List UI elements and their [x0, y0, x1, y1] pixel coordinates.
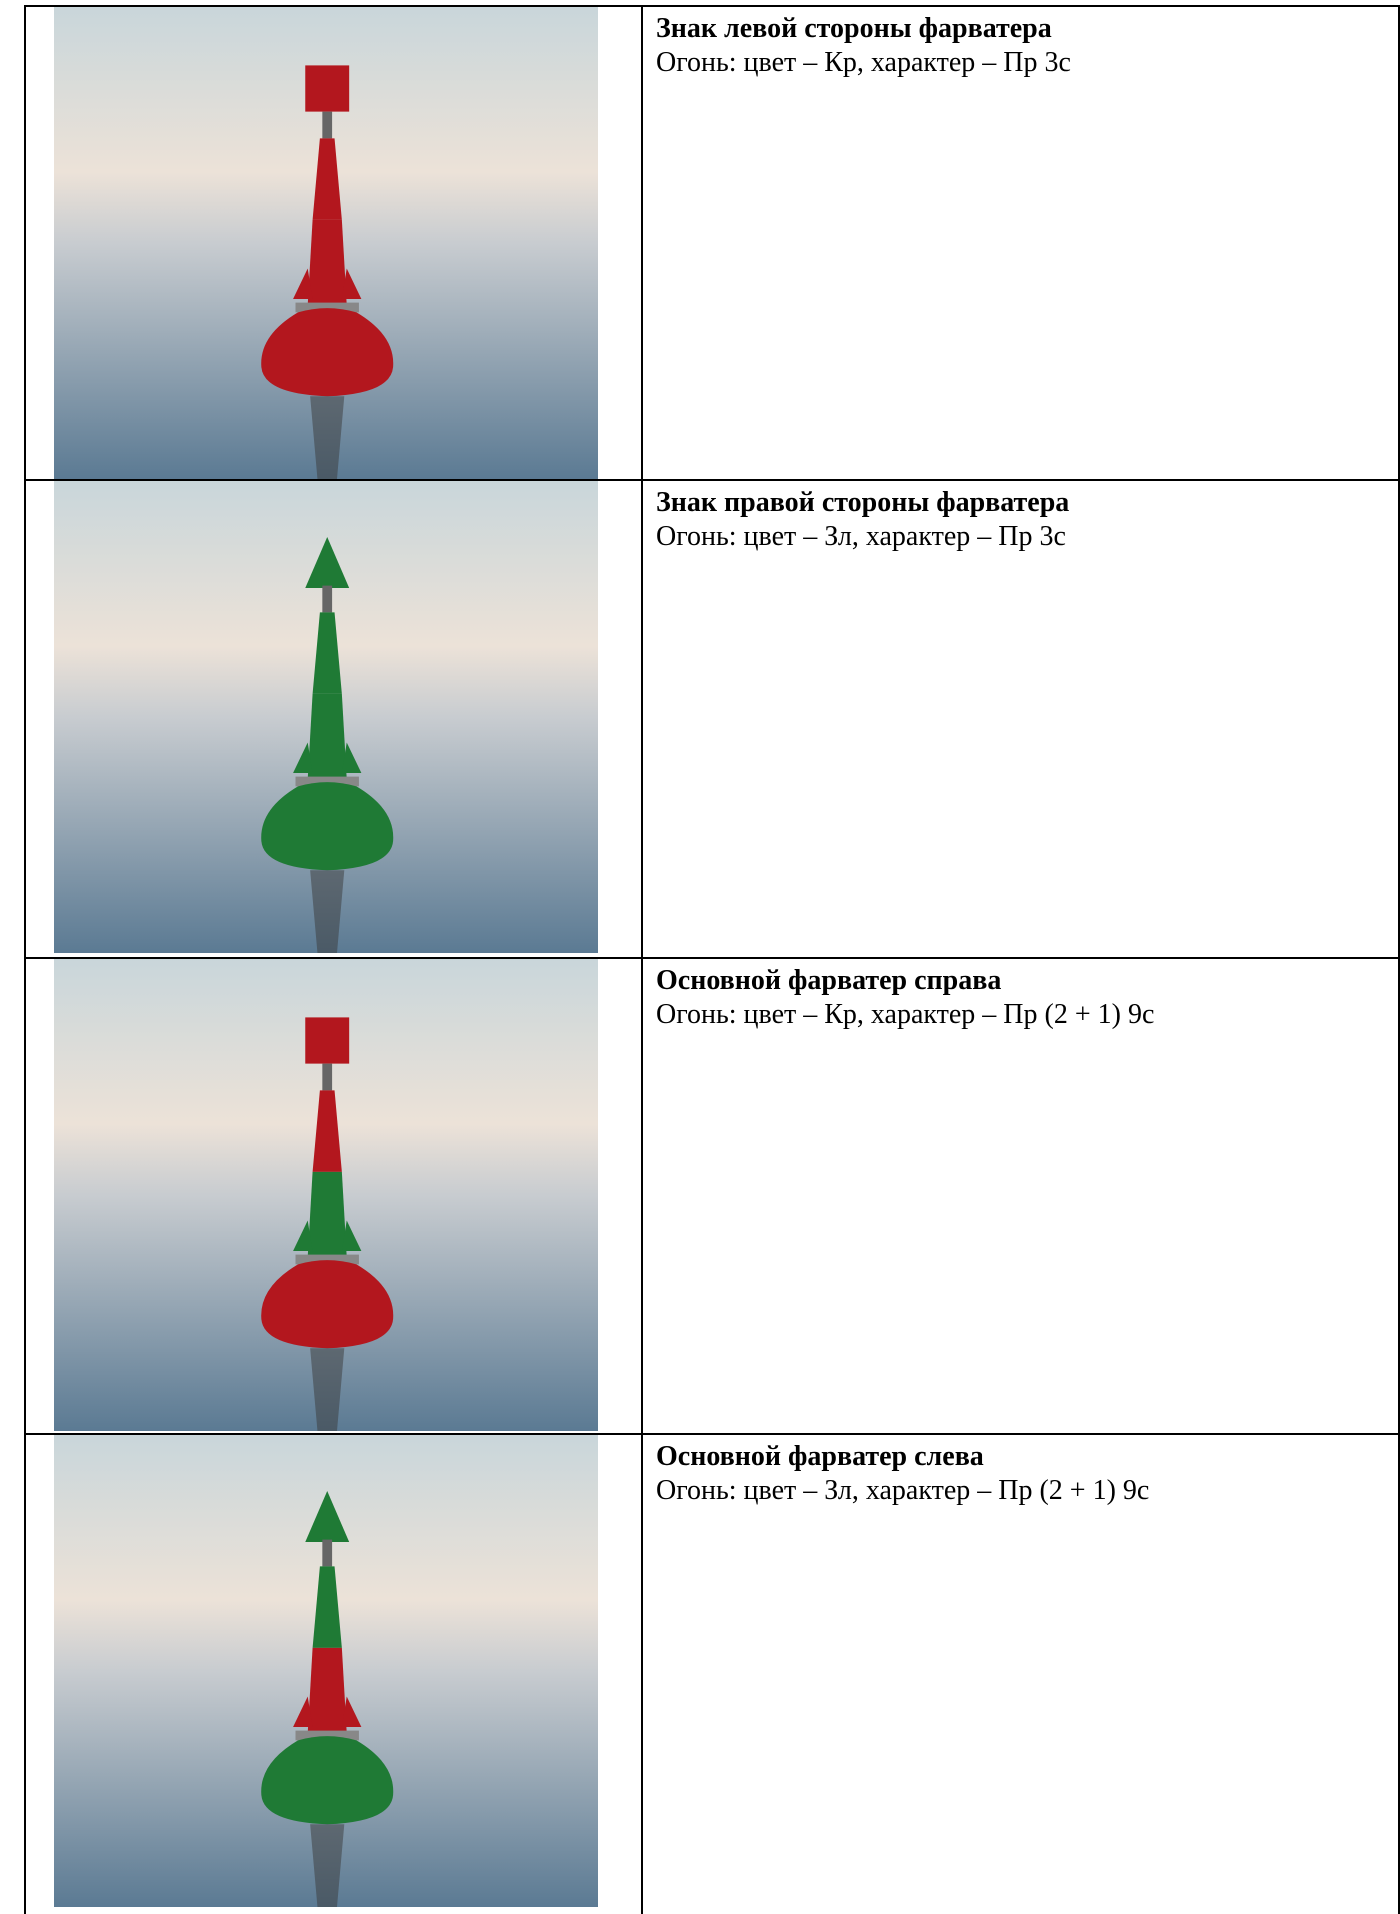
light-description: Огонь: цвет – Зл, характер – Пр 3с — [656, 521, 1066, 552]
table-border — [24, 479, 1400, 481]
buoy-image — [54, 1435, 598, 1907]
cell-text: Основной фарватер слева Огонь: цвет – Зл… — [656, 1440, 1386, 1508]
cell-text: Основной фарватер справа Огонь: цвет – К… — [656, 964, 1386, 1032]
table-border — [1398, 6, 1400, 1914]
buoy-image — [54, 959, 598, 1431]
sign-title: Знак левой стороны фарватера — [656, 13, 1052, 44]
light-description: Огонь: цвет – Кр, характер – Пр (2 + 1) … — [656, 999, 1155, 1030]
table-border — [24, 6, 26, 1914]
table-border — [24, 5, 1400, 7]
table-border — [24, 1433, 1400, 1435]
buoy-image — [54, 7, 598, 479]
table-border — [641, 6, 643, 1914]
sign-title: Знак правой стороны фарватера — [656, 487, 1070, 518]
table-border — [24, 957, 1400, 959]
light-description: Огонь: цвет – Кр, характер – Пр 3с — [656, 47, 1071, 78]
sign-title: Основной фарватер слева — [656, 1441, 984, 1472]
cell-text: Знак левой стороны фарватера Огонь: цвет… — [656, 12, 1386, 80]
light-description: Огонь: цвет – Зл, характер – Пр (2 + 1) … — [656, 1475, 1150, 1506]
buoy-image — [54, 481, 598, 953]
sign-title: Основной фарватер справа — [656, 965, 1002, 996]
cell-text: Знак правой стороны фарватера Огонь: цве… — [656, 486, 1386, 554]
